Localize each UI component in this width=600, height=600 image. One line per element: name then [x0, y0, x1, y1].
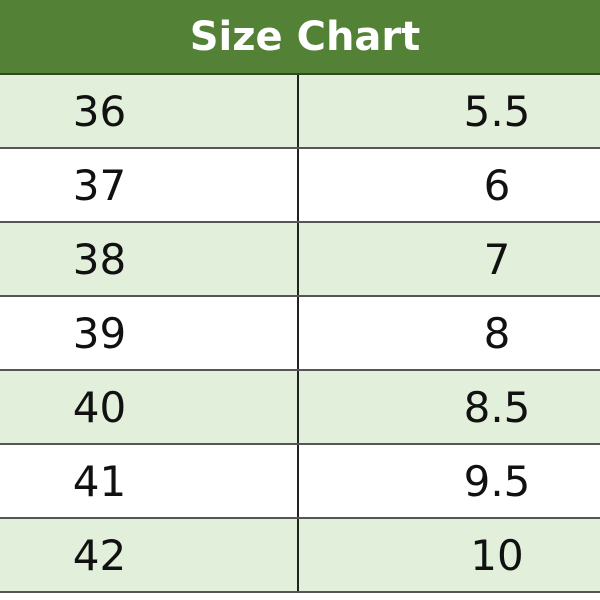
us-size-cell: 7: [483, 234, 511, 284]
table-row: 40 8.5: [0, 371, 600, 445]
eu-size-cell: 39: [0, 297, 299, 369]
us-size-cell: 10: [470, 530, 524, 580]
eu-size-cell: 40: [0, 371, 299, 443]
eu-size-cell: 42: [0, 519, 299, 591]
us-size-cell: 8: [483, 308, 511, 358]
table-row: 41 9.5: [0, 445, 600, 519]
table-row: 36 5.5: [0, 75, 600, 149]
table-row: 39 8: [0, 297, 600, 371]
table-title: Size Chart: [0, 0, 600, 75]
table-row: 37 6: [0, 149, 600, 223]
size-table: 36 5.5 37 6 38 7 39 8 40 8.5 41 9.5 42 10: [0, 75, 600, 593]
us-size-cell: 6: [483, 160, 511, 210]
eu-size-cell: 38: [0, 223, 299, 295]
eu-size-cell: 41: [0, 445, 299, 517]
us-size-cell: 5.5: [463, 86, 531, 136]
eu-size-cell: 36: [0, 75, 299, 147]
eu-size-cell: 37: [0, 149, 299, 221]
us-size-cell: 9.5: [463, 456, 531, 506]
table-row: 38 7: [0, 223, 600, 297]
us-size-cell: 8.5: [463, 382, 531, 432]
table-row: 42 10: [0, 519, 600, 593]
